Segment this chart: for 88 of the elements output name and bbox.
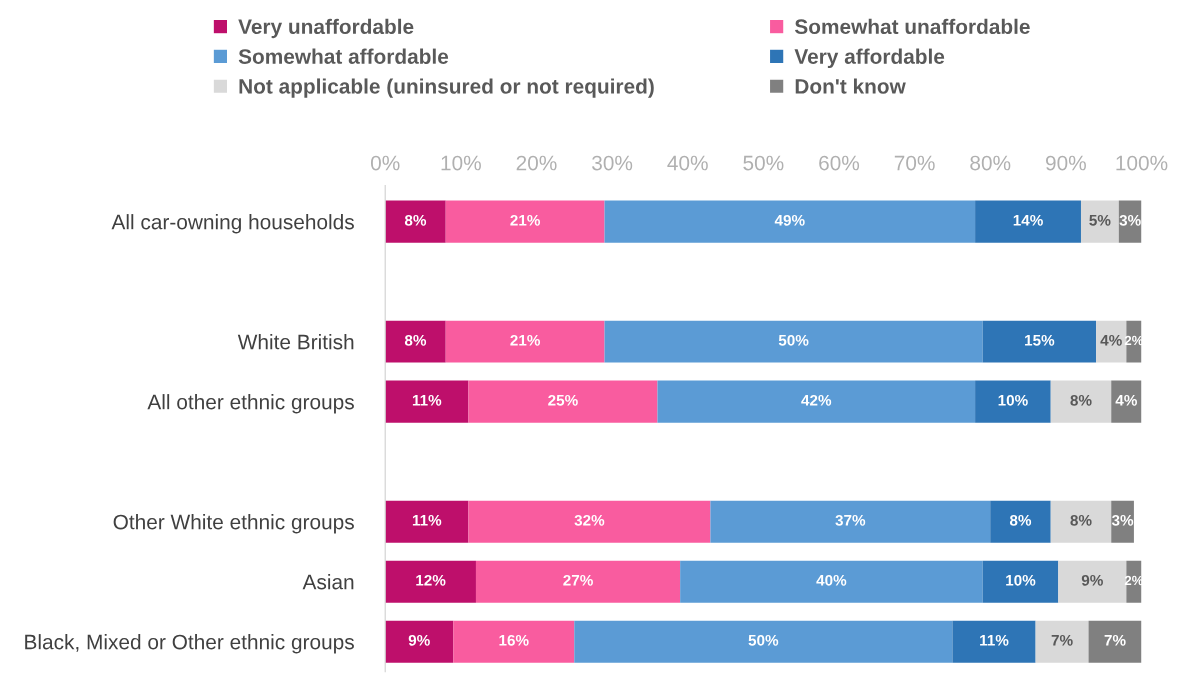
bar [468,380,658,423]
data-label: 15% [1025,334,1055,346]
data-label: 40% [816,574,847,586]
x-tick-label: 60% [819,155,860,171]
data-label: 4% [1115,394,1137,406]
x-tick-label: 80% [970,155,1011,171]
bar [1088,620,1142,663]
data-label: 7% [1104,634,1126,646]
data-label: 8% [1070,394,1092,406]
data-label: 9% [408,634,430,646]
data-label: 32% [574,514,605,526]
data-label: 50% [748,634,779,646]
x-tick-label: 30% [592,155,633,171]
bar [1080,200,1119,243]
data-label: 27% [563,574,593,586]
bar [1050,500,1112,543]
bar [475,560,681,603]
data-label: 50% [778,334,809,346]
bar [445,200,605,243]
bar [657,380,976,423]
bar [385,200,446,243]
data-label: 8% [1070,514,1092,526]
legend-label: Somewhat unaffordable [794,18,1030,35]
x-tick-label: 90% [1045,155,1086,171]
bar [975,380,1051,423]
bar [574,620,953,663]
legend-label: Somewhat affordable [238,48,449,64]
data-label: 25% [548,394,578,406]
data-label: 11% [412,394,442,406]
y-tick-label: White British [237,334,354,350]
x-tick-label: 10% [441,155,481,171]
data-label: 11% [980,634,1009,646]
bar [604,200,976,243]
data-label: 5% [1089,214,1111,226]
data-label: 7% [1051,634,1073,646]
legend-label: Don't know [795,78,906,94]
bar [952,620,1036,663]
data-label: 42% [801,394,832,406]
data-label: 37% [835,514,866,526]
bar [445,320,605,363]
data-label: 3% [1111,514,1134,526]
bar [990,500,1051,543]
data-label: 11% [412,514,442,526]
data-label: 14% [1013,214,1043,226]
data-label: 21% [510,214,540,226]
legend-label: Very unaffordable [238,18,414,39]
data-label: 8% [404,214,427,226]
data-label: 21% [510,334,540,346]
data-label: 8% [1009,514,1032,526]
bar [1111,500,1134,543]
bar [982,320,1097,363]
data-label: 8% [404,334,427,346]
data-label: 49% [774,214,805,226]
data-label: 12% [416,574,446,586]
data-label: 10% [998,394,1028,406]
y-tick-label: Black, Mixed or Other ethnic groups [25,634,354,654]
bar [975,200,1081,243]
bar [385,500,469,543]
bar [1050,380,1112,423]
bar [468,500,711,543]
data-label: 10% [1006,574,1036,586]
bar [982,560,1059,603]
x-tick-label: 20% [516,155,557,171]
y-tick-label: All car-owning households [111,214,354,234]
bar [1035,620,1089,663]
bar [680,560,983,603]
data-label: 3% [1119,214,1141,226]
bar [604,320,983,363]
x-tick-label: 0% [370,155,400,171]
x-tick-label: 50% [743,155,784,171]
x-tick-label: 100% [1116,155,1168,171]
data-label: 16% [499,634,529,646]
bar [1111,380,1142,423]
data-label: 4% [1100,334,1122,346]
y-tick-label: Asian [302,574,354,590]
bar [385,620,454,663]
bar [385,380,469,423]
bar [453,620,575,663]
bar [710,500,991,543]
y-tick-label: All other ethnic groups [147,394,354,414]
x-tick-label: 70% [894,155,935,171]
legend-label: Not applicable (uninsured or not required) [239,78,654,98]
legend-label: Very affordable [794,48,945,69]
x-tick-label: 40% [667,155,708,171]
data-label: 9% [1081,574,1103,586]
bar [385,320,446,363]
bar [385,560,476,603]
y-tick-label: Other White ethnic groups [113,514,354,534]
